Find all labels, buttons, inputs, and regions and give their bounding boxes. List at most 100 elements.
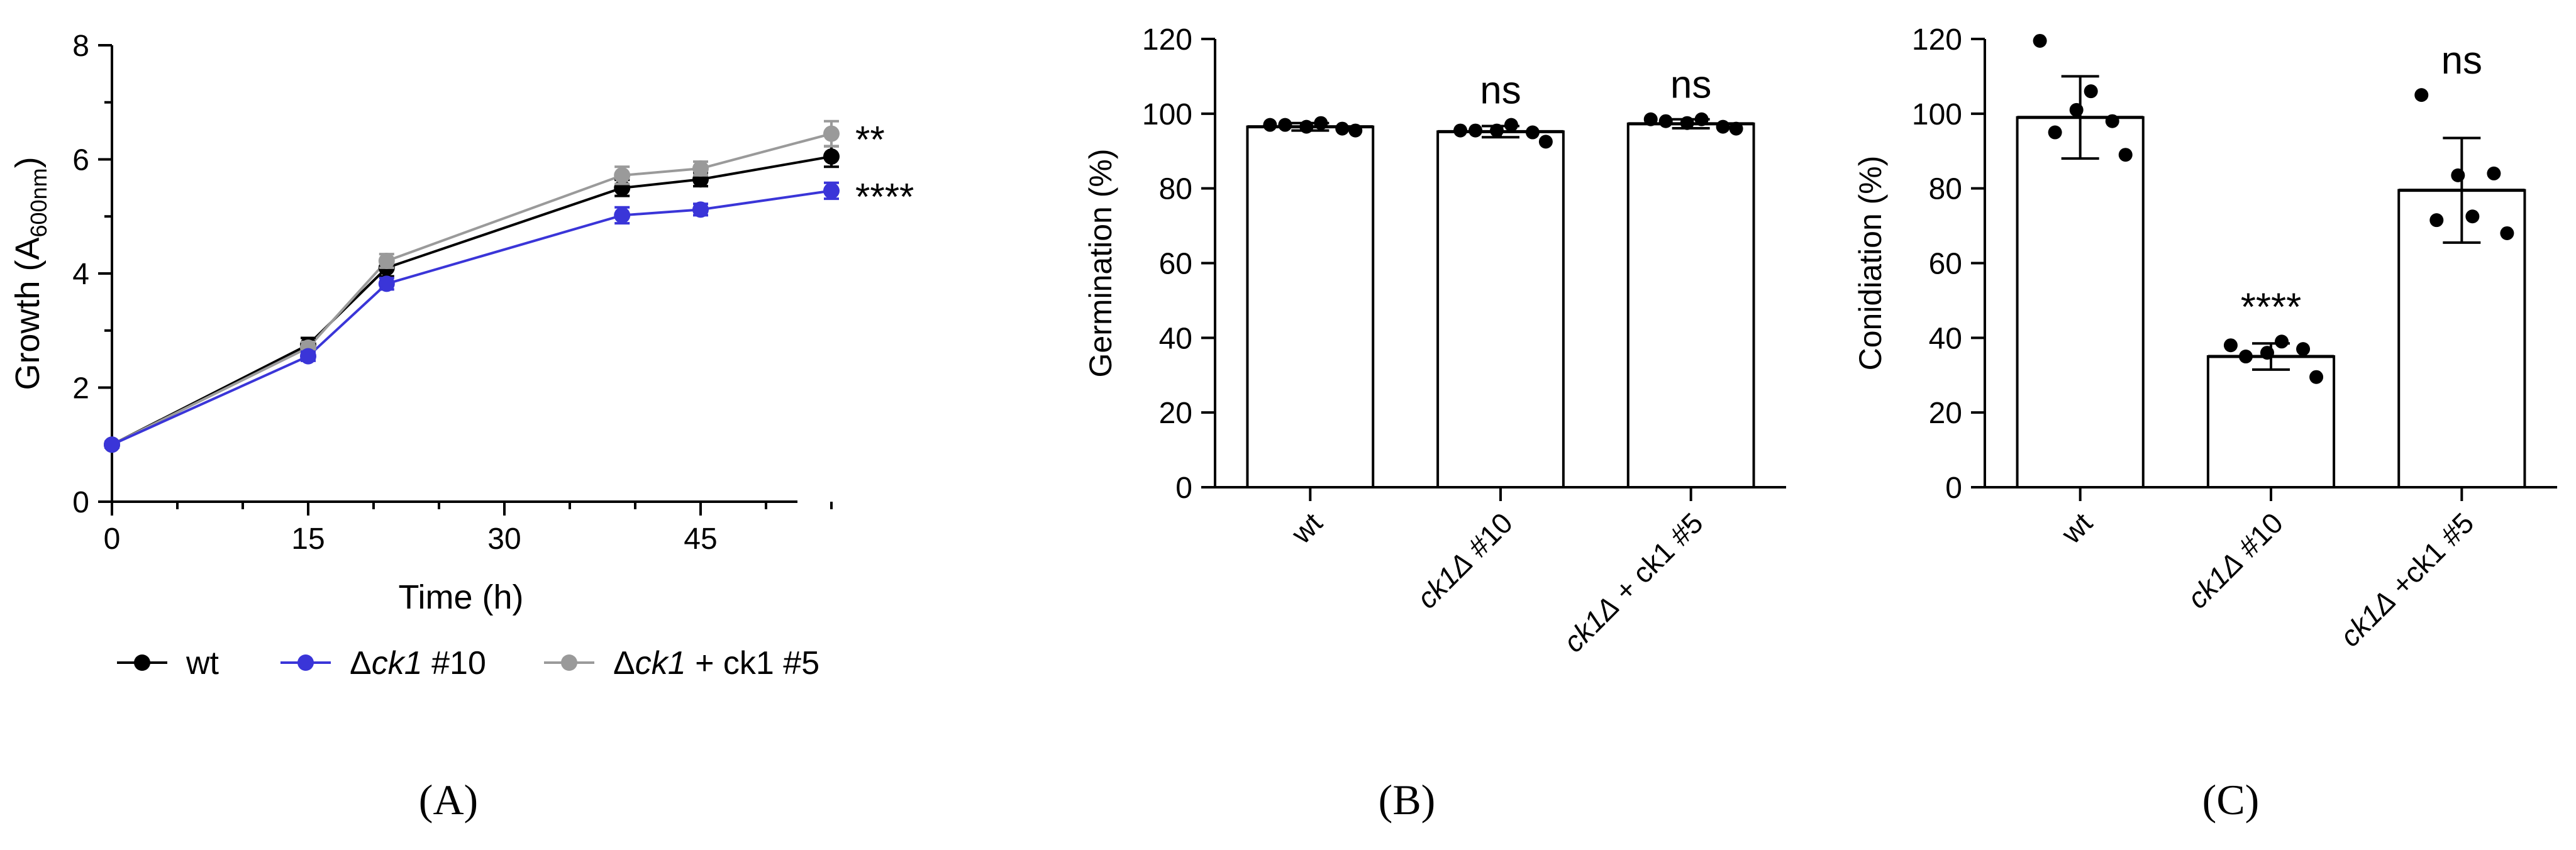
replicate-point	[1314, 116, 1328, 130]
x-tick-label: 15	[291, 522, 325, 556]
replicate-point	[2451, 168, 2465, 182]
y-tick-label: 100	[1912, 98, 1962, 131]
x-axis-title: Time (h)	[399, 578, 524, 616]
y-axis-title: Growth (A600nm)	[9, 157, 52, 390]
replicate-point	[1299, 119, 1314, 134]
series-line-ck1-10	[111, 189, 832, 446]
replicate-point	[2069, 102, 2084, 117]
significance-label: ns	[1480, 69, 1521, 113]
data-point-wt	[823, 148, 840, 165]
bar	[1436, 130, 1565, 488]
panel-label-b: (B)	[1379, 776, 1436, 824]
legend-marker-ck1-10	[297, 654, 314, 671]
replicate-point	[2296, 342, 2311, 356]
y-tick-label: 40	[1929, 322, 1962, 355]
panel-b-germination-chart: 0 20 40 60 80 100 120 Germination (%) wt ns ck1Δ #…	[1083, 23, 1786, 658]
y-tick-label: 0	[72, 486, 89, 519]
x-tick-label: ck1Δ +ck1 #5	[2333, 506, 2480, 653]
y-tick-label: 80	[1929, 173, 1962, 206]
replicate-point	[2033, 33, 2047, 48]
y-tick-label: 20	[1159, 397, 1192, 430]
bar	[1246, 125, 1375, 489]
data-point-ck1-10	[378, 275, 395, 292]
x-tick-label: 30	[487, 522, 521, 556]
legend-label-ck1-10: Δck1 #10	[350, 645, 486, 682]
legend-label-wt: wt	[186, 645, 219, 682]
replicate-point	[1680, 116, 1694, 130]
y-tick-label: 40	[1159, 322, 1192, 355]
x-tick-label: wt	[2055, 506, 2099, 550]
data-point-ck1-10	[692, 201, 709, 218]
y-tick-label: 0	[1945, 472, 1962, 505]
replicate-point	[1490, 123, 1504, 138]
y-tick-label: 20	[1929, 397, 1962, 430]
legend-label-ck1-5: Δck1 + ck1 #5	[613, 645, 819, 682]
replicate-point	[2238, 350, 2253, 364]
replicate-point	[2465, 209, 2480, 224]
replicate-point	[2487, 166, 2501, 180]
x-tick-label: ck1Δ #10	[1411, 506, 1519, 615]
data-point-ck1-5	[614, 167, 631, 184]
y-tick-label: 60	[1929, 248, 1962, 281]
x-tick-label: ck1Δ #10	[2181, 506, 2290, 615]
y-tick-label: 60	[1159, 248, 1192, 281]
y-axis-title: Conidiation (%)	[1853, 156, 1888, 371]
data-point-ck1-10	[300, 348, 316, 365]
replicate-point	[2429, 213, 2444, 228]
replicate-point	[2105, 114, 2119, 128]
x-tick-label: ck1Δ + ck1 #5	[1557, 506, 1709, 658]
significance-label: ****	[2241, 285, 2302, 329]
replicate-point	[1453, 123, 1468, 138]
replicate-point	[2309, 370, 2324, 384]
data-point-ck1-10	[104, 436, 120, 453]
replicate-point	[1335, 121, 1350, 136]
replicate-point	[1525, 125, 1540, 140]
replicate-point	[2084, 84, 2098, 99]
data-point-ck1-10	[823, 182, 840, 199]
replicate-point	[1729, 121, 1743, 136]
panel-label-c: (C)	[2202, 776, 2260, 824]
replicate-point	[1716, 119, 1730, 134]
replicate-point	[2118, 148, 2133, 162]
panel-label-a: (A)	[419, 776, 478, 824]
series-line-ck1-5	[111, 132, 832, 446]
replicate-point	[2275, 334, 2289, 349]
replicate-point	[2500, 226, 2514, 240]
x-tick-label: 0	[104, 522, 121, 556]
replicate-point	[2048, 125, 2062, 140]
significance-label: **	[855, 119, 885, 161]
replicate-point	[1694, 112, 1709, 126]
significance-label: ****	[855, 175, 914, 218]
y-tick-label: 100	[1142, 98, 1192, 131]
y-tick-label: 2	[72, 372, 89, 406]
panel-c-conidiation-chart: 0 20 40 60 80 100 120 Conidiation (%) wt **** ck1Δ…	[1853, 23, 2557, 653]
replicate-point	[2223, 338, 2238, 353]
y-tick-label: 0	[1175, 472, 1192, 505]
replicate-point	[1348, 123, 1363, 138]
replicate-point	[1643, 112, 1658, 126]
y-tick-label: 8	[72, 30, 89, 63]
y-tick-label: 80	[1159, 173, 1192, 206]
y-tick-label: 120	[1142, 23, 1192, 57]
x-tick-label: 45	[684, 522, 717, 556]
replicate-point	[1263, 118, 1277, 132]
replicate-point	[1538, 135, 1553, 149]
y-tick-label: 4	[72, 258, 89, 291]
significance-label: ns	[1670, 63, 1711, 107]
series-line-wt	[111, 155, 832, 446]
data-point-ck1-10	[614, 207, 631, 224]
legend-marker-wt	[134, 654, 150, 671]
y-tick-label: 120	[1912, 23, 1962, 57]
bar	[2016, 116, 2145, 488]
replicate-point	[1658, 114, 1673, 128]
replicate-point	[2414, 88, 2429, 102]
replicate-point	[1278, 118, 1292, 132]
legend-marker-ck1-5	[561, 654, 577, 671]
y-tick-label: 6	[72, 144, 89, 177]
replicate-point	[2260, 346, 2274, 360]
data-point-ck1-5	[823, 125, 840, 142]
x-tick-label: wt	[1284, 506, 1328, 550]
data-point-ck1-5	[378, 253, 395, 270]
